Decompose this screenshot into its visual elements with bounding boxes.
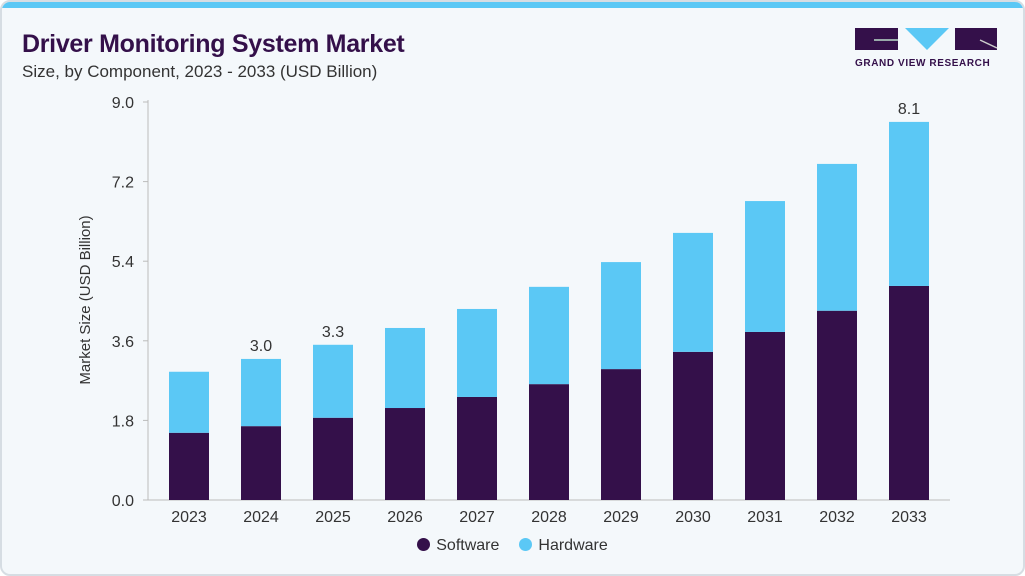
x-tick-label: 2032: [819, 509, 855, 526]
y-tick-label: 3.6: [112, 334, 134, 351]
data-label: 3.3: [322, 324, 344, 341]
y-tick-label: 5.4: [112, 254, 134, 271]
bar-hardware-2024: [241, 358, 281, 427]
logo-text: GRAND VIEW RESEARCH: [855, 58, 991, 69]
grand-view-research-logo: [855, 28, 998, 50]
chart-title: Driver Monitoring System Market: [22, 30, 405, 58]
legend-item-hardware: Hardware: [519, 537, 608, 554]
bar-software-2028: [529, 384, 569, 500]
chart-subtitle: Size, by Component, 2023 - 2033 (USD Bil…: [22, 62, 378, 81]
y-axis-label: Market Size (USD Billion): [77, 215, 94, 384]
x-tick-label: 2027: [459, 509, 495, 526]
x-tick-label: 2031: [747, 509, 783, 526]
bar-software-2029: [601, 369, 641, 500]
bar-software-2025: [313, 417, 353, 500]
legend-swatch-icon: [519, 538, 533, 551]
legend-item-software: Software: [417, 537, 499, 554]
legend-label: Hardware: [538, 537, 608, 554]
legend: Software Hardware: [0, 537, 1025, 555]
bar-hardware-2032: [817, 163, 857, 311]
bar-hardware-2025: [313, 344, 353, 418]
y-tick-label: 9.0: [112, 95, 134, 112]
bar-software-2024: [241, 426, 281, 500]
data-label: 8.1: [898, 101, 920, 118]
y-tick-label: 1.8: [112, 413, 134, 430]
legend-label: Software: [436, 537, 500, 554]
x-tick-label: 2028: [531, 509, 567, 526]
y-tick-label: 0.0: [112, 493, 134, 510]
bar-software-2026: [385, 408, 425, 500]
bar-hardware-2030: [673, 232, 713, 352]
bar-software-2030: [673, 351, 713, 500]
x-tick-label: 2026: [387, 509, 423, 526]
bar-software-2033: [889, 285, 929, 500]
legend-swatch-icon: [417, 538, 431, 551]
bar-hardware-2029: [601, 262, 641, 370]
bar-hardware-2031: [745, 201, 785, 332]
x-tick-label: 2024: [243, 509, 279, 526]
x-tick-label: 2030: [675, 509, 711, 526]
bar-hardware-2026: [385, 327, 425, 409]
bar-software-2032: [817, 310, 857, 500]
bar-hardware-2027: [457, 308, 497, 397]
bar-software-2031: [745, 331, 785, 500]
x-tick-label: 2025: [315, 509, 351, 526]
data-label: 3.0: [250, 338, 272, 355]
x-tick-label: 2029: [603, 509, 639, 526]
x-tick-label: 2023: [171, 509, 207, 526]
bar-software-2027: [457, 396, 497, 500]
y-tick-label: 7.2: [112, 175, 134, 192]
bar-hardware-2028: [529, 286, 569, 385]
top-accent-stripe: [2, 2, 1023, 8]
bar-hardware-2023: [169, 371, 209, 433]
bar-software-2023: [169, 432, 209, 500]
bar-hardware-2033: [889, 121, 929, 286]
x-tick-label: 2033: [891, 509, 927, 526]
